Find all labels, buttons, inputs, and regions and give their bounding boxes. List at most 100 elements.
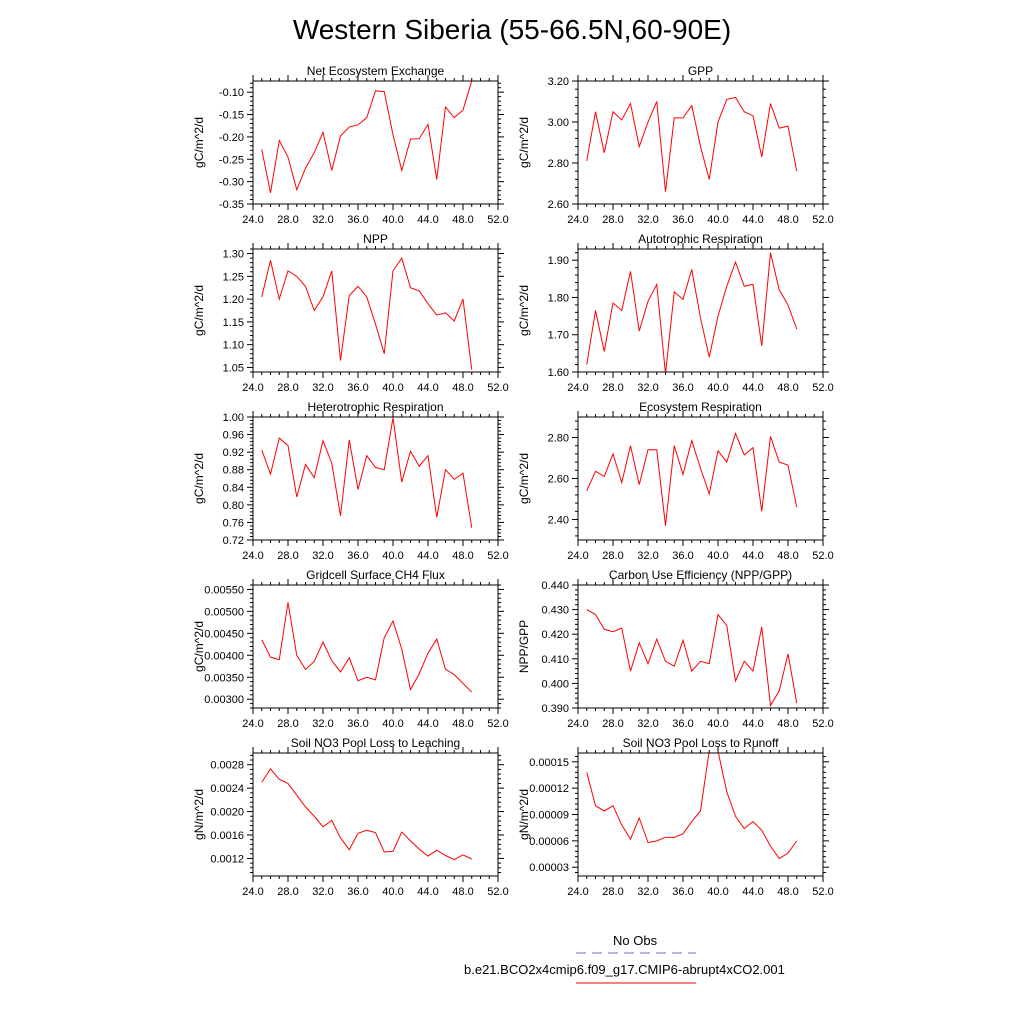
- x-tick-label: 44.0: [742, 214, 763, 226]
- y-axis-label: gC/m^2/d: [517, 453, 531, 504]
- x-tick-label: 48.0: [452, 718, 473, 730]
- panel-frame: [252, 584, 499, 709]
- y-tick-label: 0.00012: [529, 783, 569, 795]
- y-tick-label: 0.00006: [529, 836, 569, 848]
- x-tick-label: 44.0: [417, 718, 438, 730]
- y-tick-label: -0.35: [219, 199, 244, 211]
- x-tick-label: 48.0: [777, 382, 798, 394]
- panel-title: GPP: [688, 64, 713, 78]
- x-tick-label: 36.0: [672, 214, 693, 226]
- y-tick-label: 0.00300: [204, 694, 244, 706]
- x-tick-label: 36.0: [347, 214, 368, 226]
- x-tick-label: 24.0: [242, 214, 263, 226]
- x-tick-label: 28.0: [277, 550, 298, 562]
- x-tick-label: 36.0: [347, 550, 368, 562]
- y-tick-label: 0.0024: [210, 783, 244, 795]
- panel-soil-no3-pool-loss-to-leaching: Soil NO3 Pool Loss to Leaching gN/m^2/d 24…: [192, 736, 509, 898]
- x-tick-label: 28.0: [277, 886, 298, 898]
- x-tick-label: 28.0: [277, 214, 298, 226]
- panel-title: Soil NO3 Pool Loss to Runoff: [623, 736, 780, 750]
- x-tick-label: 48.0: [452, 886, 473, 898]
- x-tick-label: 24.0: [242, 718, 263, 730]
- y-tick-label: 1.80: [548, 292, 569, 304]
- x-tick-label: 44.0: [417, 214, 438, 226]
- x-tick-label: 24.0: [242, 382, 263, 394]
- panel-title: Ecosystem Respiration: [639, 400, 762, 414]
- y-tick-label: -0.10: [219, 87, 244, 99]
- y-tick-label: 0.0028: [210, 760, 244, 772]
- x-tick-label: 52.0: [487, 886, 508, 898]
- panel-soil-no3-pool-loss-to-runoff: Soil NO3 Pool Loss to Runoff gN/m^2/d 24.0…: [517, 736, 834, 898]
- series-line: [586, 431, 798, 526]
- y-tick-label: 0.84: [223, 482, 244, 494]
- y-tick-label: 0.00550: [204, 584, 244, 596]
- x-tick-label: 36.0: [672, 886, 693, 898]
- x-tick-label: 40.0: [382, 886, 403, 898]
- series-line: [586, 753, 798, 860]
- y-axis-label: gC/m^2/d: [192, 621, 206, 672]
- y-tick-label: 0.420: [541, 629, 569, 641]
- x-tick-label: 40.0: [382, 718, 403, 730]
- y-axis-label: gC/m^2/d: [517, 285, 531, 336]
- panel-gpp: GPP gC/m^2/d 24.0 28.0 32.0 36.0 40.0 44.0 48.0 5…: [517, 64, 834, 226]
- panel-frame: [577, 752, 824, 877]
- y-axis-label: gC/m^2/d: [192, 453, 206, 504]
- x-tick-label: 40.0: [707, 214, 728, 226]
- x-tick-label: 36.0: [672, 550, 693, 562]
- x-tick-label: 36.0: [347, 718, 368, 730]
- x-tick-label: 48.0: [452, 214, 473, 226]
- panel-frame: [577, 80, 824, 205]
- x-tick-label: 24.0: [242, 886, 263, 898]
- y-tick-label: 0.00003: [529, 862, 569, 874]
- y-tick-label: 0.00015: [529, 757, 569, 769]
- x-tick-label: 32.0: [312, 718, 333, 730]
- x-tick-label: 32.0: [637, 382, 658, 394]
- y-tick-label: 0.390: [541, 703, 569, 715]
- y-tick-label: 0.400: [541, 678, 569, 690]
- x-tick-label: 40.0: [382, 382, 403, 394]
- x-tick-label: 32.0: [312, 382, 333, 394]
- y-tick-label: 1.10: [223, 340, 244, 352]
- y-tick-label: 2.60: [548, 199, 569, 211]
- x-tick-label: 40.0: [382, 550, 403, 562]
- x-tick-label: 24.0: [567, 718, 588, 730]
- y-tick-label: 2.80: [548, 433, 569, 445]
- y-tick-label: 0.0012: [210, 853, 244, 865]
- x-tick-label: 52.0: [487, 382, 508, 394]
- y-tick-label: 0.00350: [204, 672, 244, 684]
- y-tick-label: 1.05: [223, 362, 244, 374]
- panel-autotrophic-respiration: Autotrophic Respiration gC/m^2/d 24.0 28.0 3…: [517, 232, 834, 394]
- y-tick-label: 0.80: [223, 500, 244, 512]
- x-tick-label: 32.0: [637, 214, 658, 226]
- y-tick-label: 1.90: [548, 255, 569, 267]
- x-tick-label: 28.0: [277, 718, 298, 730]
- x-tick-label: 28.0: [602, 214, 623, 226]
- series-line: [261, 767, 472, 861]
- x-tick-label: 40.0: [707, 550, 728, 562]
- x-tick-label: 36.0: [672, 718, 693, 730]
- x-tick-label: 52.0: [487, 550, 508, 562]
- x-tick-label: 52.0: [487, 214, 508, 226]
- y-axis-label: gN/m^2/d: [517, 789, 531, 840]
- y-tick-label: 0.88: [223, 465, 244, 477]
- panel-frame: [252, 248, 499, 373]
- x-tick-label: 52.0: [812, 718, 833, 730]
- x-tick-label: 44.0: [742, 550, 763, 562]
- series-line: [261, 81, 473, 193]
- panel-carbon-use-efficiency-npp-gpp: Carbon Use Efficiency (NPP/GPP) NPP/GPP 24…: [517, 568, 834, 730]
- y-tick-label: 1.15: [223, 317, 244, 329]
- panel-title: Net Ecosystem Exchange: [307, 64, 445, 78]
- x-tick-label: 44.0: [742, 886, 763, 898]
- x-tick-label: 48.0: [777, 718, 798, 730]
- x-tick-label: 52.0: [812, 214, 833, 226]
- y-tick-label: 1.00: [223, 412, 244, 424]
- x-tick-label: 44.0: [742, 718, 763, 730]
- x-tick-label: 52.0: [812, 886, 833, 898]
- y-axis-label: NPP/GPP: [517, 620, 531, 673]
- y-tick-label: 0.96: [223, 430, 244, 442]
- y-tick-label: -0.25: [219, 154, 244, 166]
- panel-title: NPP: [363, 232, 388, 246]
- x-tick-label: 32.0: [637, 550, 658, 562]
- x-tick-label: 52.0: [812, 550, 833, 562]
- panel-frame: [252, 752, 499, 877]
